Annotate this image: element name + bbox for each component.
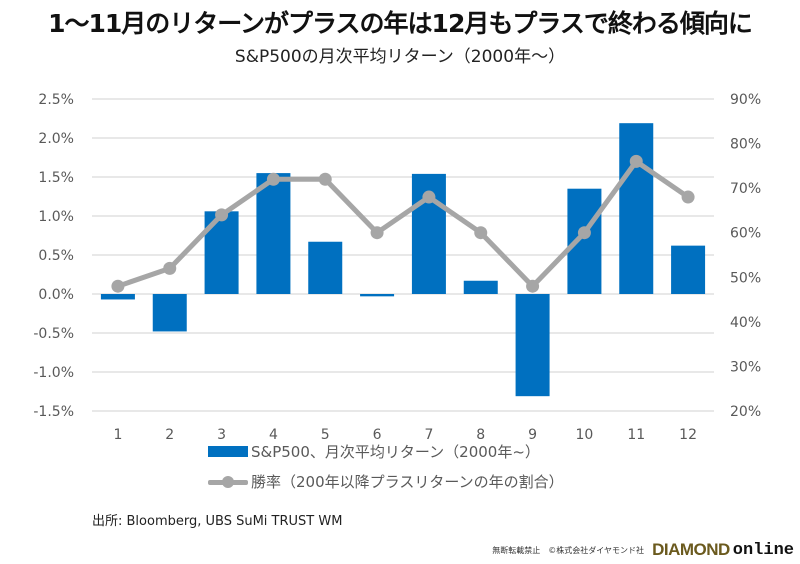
left-axis-tick-label: 2.5% (38, 92, 74, 108)
right-axis-tick-label: 90% (730, 92, 761, 108)
x-axis-ticks: 1 2 3 4 5 6 7 8 9 10 11 12 (113, 427, 697, 443)
bar (515, 294, 550, 397)
right-axis-ticks: 90% 80% 70% 60% 50% 40% 30% 20% (730, 92, 761, 420)
left-axis-tick-label: 0.5% (38, 248, 74, 264)
bar (100, 294, 135, 300)
left-axis-ticks: 2.5% 2.0% 1.5% 1.0% 0.5% 0.0% -0.5% -1.0% -1.5% (33, 92, 74, 420)
win-rate-point (370, 226, 384, 240)
win-rate-point (111, 279, 125, 293)
win-rate-point (422, 190, 436, 204)
x-axis-tick-label: 9 (528, 427, 537, 443)
win-rate-point (577, 226, 591, 240)
gridlines (92, 98, 714, 412)
bar (567, 188, 602, 294)
left-axis-tick-label: 0.0% (38, 287, 74, 303)
right-axis-tick-label: 20% (730, 404, 761, 420)
bar (619, 123, 654, 295)
legend-item-bar: S&P500、月次平均リターン（2000年~） (208, 441, 540, 462)
x-axis-tick-label: 5 (321, 427, 330, 443)
left-axis-tick-label: 1.5% (38, 170, 74, 186)
win-rate-point (629, 154, 643, 168)
x-axis-tick-label: 11 (627, 427, 645, 443)
x-axis-tick-label: 7 (424, 427, 433, 443)
right-axis-tick-label: 50% (730, 270, 761, 286)
win-rate-point (474, 226, 488, 240)
x-axis-tick-label: 1 (113, 427, 122, 443)
win-rate-point (215, 208, 229, 222)
legend-item-line: 勝率（200年以降プラスリターンの年の割合） (208, 471, 564, 492)
x-axis-tick-label: 8 (476, 427, 485, 443)
x-axis-tick-label: 10 (576, 427, 594, 443)
win-rate-point (526, 279, 540, 293)
footer: 無断転載禁止 ©株式会社ダイヤモンド社 DIAMOND online (492, 540, 794, 560)
bar-series (100, 123, 706, 397)
x-axis-tick-label: 6 (373, 427, 382, 443)
chart-subtitle: S&P500の月次平均リターン（2000年〜） (234, 47, 566, 67)
bar (671, 245, 706, 294)
legend-line-label: 勝率（200年以降プラスリターンの年の割合） (251, 473, 564, 491)
right-axis-tick-label: 80% (730, 137, 761, 153)
line-series (111, 154, 695, 293)
left-axis-tick-label: -1.5% (33, 404, 74, 420)
bar (463, 280, 498, 294)
win-rate-point (163, 261, 177, 275)
left-axis-tick-label: -0.5% (33, 326, 74, 342)
x-axis-tick-label: 12 (679, 427, 697, 443)
right-axis-tick-label: 70% (730, 181, 761, 197)
source-note: 出所: Bloomberg, UBS SuMi TRUST WM (92, 514, 343, 529)
bar (152, 294, 187, 332)
win-rate-point (681, 190, 695, 204)
legend-line-swatch (208, 475, 248, 489)
left-axis-tick-label: 1.0% (38, 209, 74, 225)
win-rate-point (266, 172, 280, 186)
left-axis-tick-label: -1.0% (33, 365, 74, 381)
win-rate-line (117, 158, 690, 289)
bar (360, 294, 395, 297)
win-rate-point (318, 172, 332, 186)
right-axis-tick-label: 60% (730, 226, 761, 242)
bar (308, 241, 343, 294)
right-axis-tick-label: 30% (730, 359, 761, 375)
x-axis-tick-label: 3 (217, 427, 226, 443)
left-axis-tick-label: 2.0% (38, 131, 74, 147)
legend-bar-swatch (208, 446, 248, 457)
chart-title: 1〜11月のリターンがプラスの年は12月もプラスで終わる傾向に (48, 9, 753, 38)
legend-bar-label: S&P500、月次平均リターン（2000年~） (251, 443, 540, 461)
brand-logo-diamond: DIAMOND (652, 540, 730, 559)
copyright-notice: 無断転載禁止 ©株式会社ダイヤモンド社 (492, 545, 645, 555)
right-axis-tick-label: 40% (730, 315, 761, 331)
brand-logo-online: online (732, 540, 794, 560)
x-axis-tick-label: 2 (165, 427, 174, 443)
x-axis-tick-label: 4 (269, 427, 278, 443)
bar (256, 173, 291, 294)
